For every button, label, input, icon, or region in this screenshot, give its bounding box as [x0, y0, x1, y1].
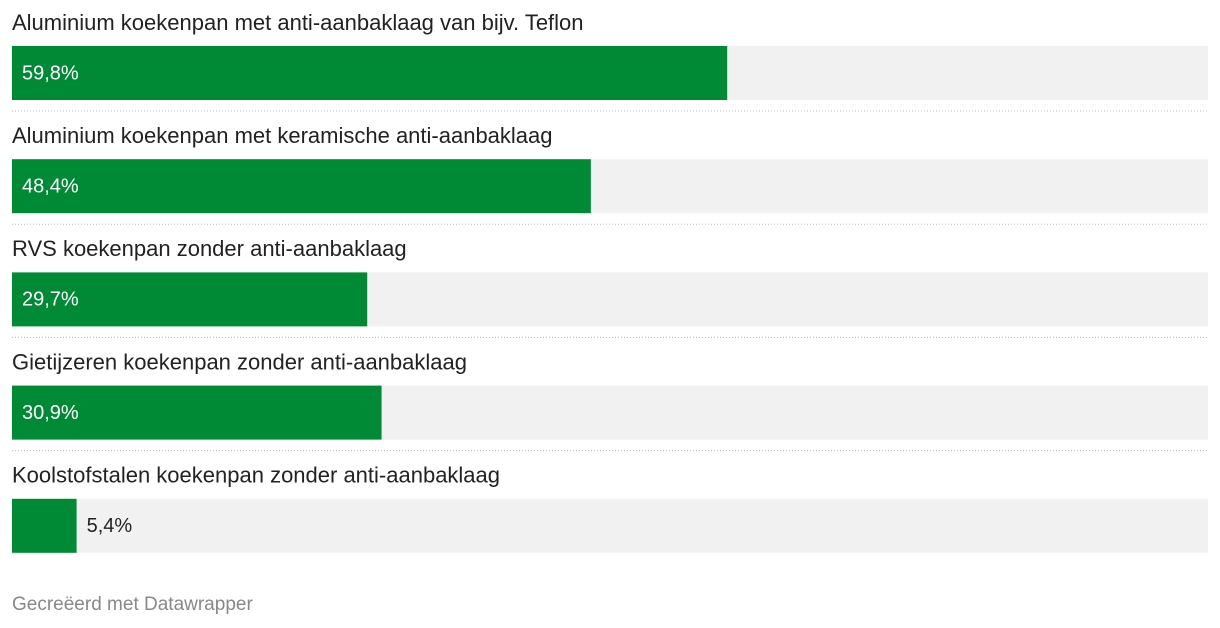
bar: [12, 159, 591, 214]
bar: [12, 46, 728, 100]
credit: Gecreëerd met Datawrapper: [12, 594, 253, 615]
category-label: Aluminium koekenpan met anti-aanbaklaag …: [12, 10, 584, 35]
category-label: RVS koekenpan zonder anti-aanbaklaag: [12, 236, 407, 261]
category-label: Koolstofstalen koekenpan zonder anti-aan…: [12, 463, 500, 488]
value-label: 30,9%: [22, 402, 79, 424]
value-label: 48,4%: [22, 175, 79, 197]
bar: [12, 272, 368, 327]
bar: [12, 498, 77, 553]
bar-track: [12, 498, 1208, 553]
category-label: Gietijzeren koekenpan zonder anti-aanbak…: [12, 349, 467, 374]
value-label: 29,7%: [22, 289, 79, 311]
value-label: 59,8%: [22, 62, 79, 84]
value-label: 5,4%: [87, 515, 133, 537]
category-label: Aluminium koekenpan met keramische anti-…: [12, 123, 553, 148]
bar: [12, 385, 382, 440]
